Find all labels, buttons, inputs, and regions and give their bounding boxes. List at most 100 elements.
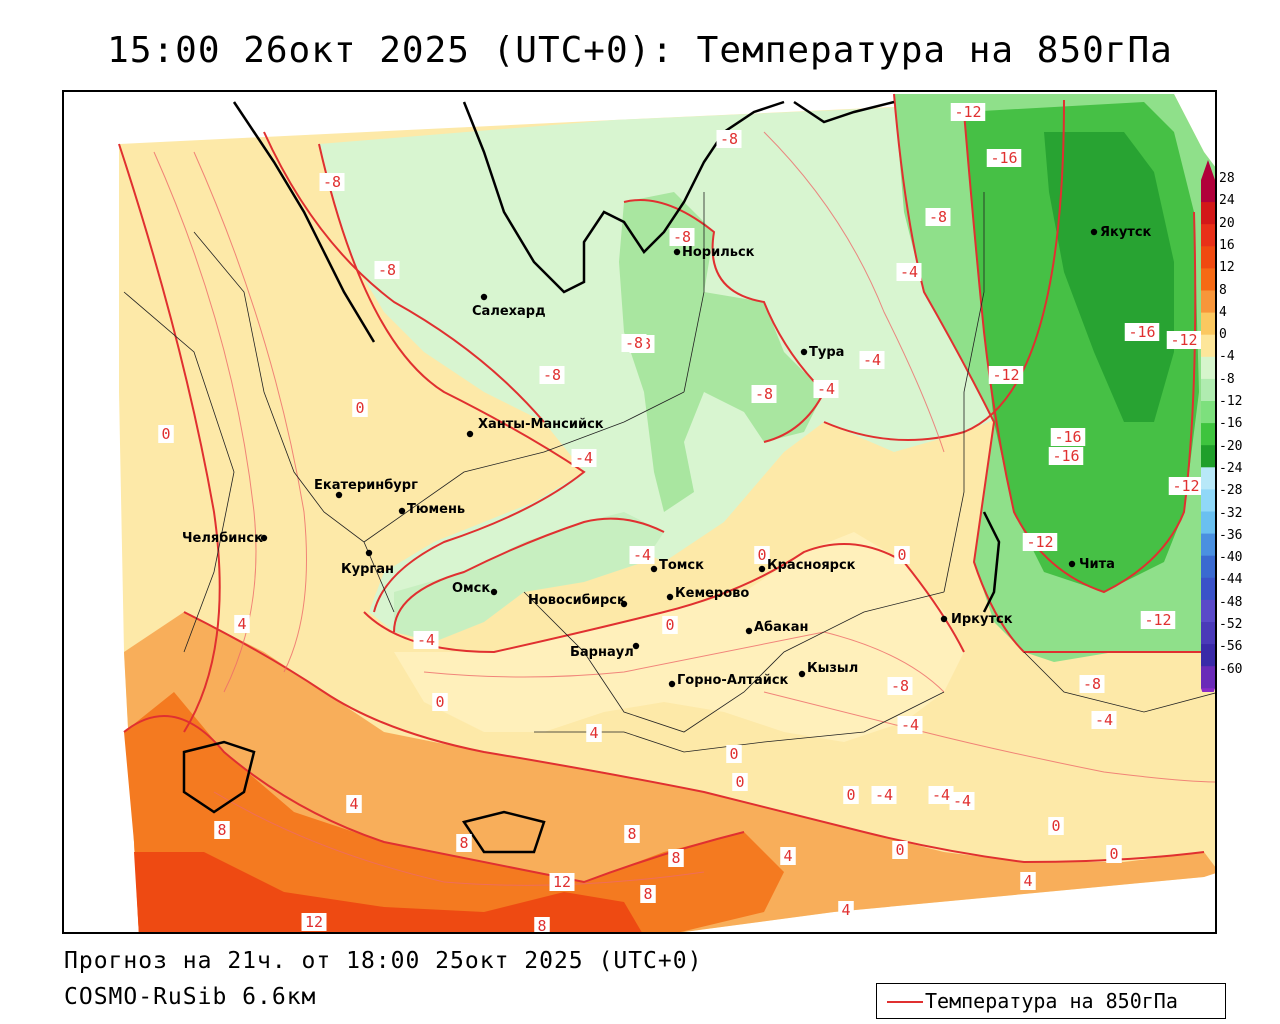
contour-label: -8 [323, 173, 341, 191]
contour-label: 4 [349, 795, 358, 813]
contour-label-bg [1168, 477, 1204, 495]
contour-label-bg [534, 917, 550, 932]
hot-region-south [124, 692, 784, 932]
city-dot [632, 642, 640, 650]
contour-label: -8 [543, 366, 561, 384]
contour-label-bg [1048, 447, 1084, 465]
colorbar-tick-label: -24 [1219, 460, 1243, 476]
colorbar-tick-label: -12 [1219, 394, 1243, 409]
contour-label-bg [624, 825, 640, 843]
contour-label-bg [1048, 817, 1064, 835]
colorbar-swatch [1201, 511, 1215, 535]
colorbar-swatch [1201, 622, 1215, 645]
contour-label: -8 [720, 130, 738, 148]
contour-label-bg [988, 366, 1024, 384]
contour-label: -8 [673, 228, 691, 246]
colorbar-swatch [1201, 378, 1215, 402]
contour-label: -4 [417, 631, 435, 649]
city-label: Екатеринбург [314, 478, 418, 493]
colorbar-tick-label: -32 [1219, 505, 1243, 521]
contour-label-bg [716, 130, 742, 148]
contour-label: -4 [900, 263, 918, 281]
colorbar-tick-label: -20 [1219, 438, 1243, 454]
contour-label: -4 [863, 351, 881, 369]
colorbar-tick-label: 4 [1219, 304, 1227, 320]
contour-label-bg [669, 228, 695, 246]
contour-label-bg [662, 616, 678, 634]
contour-label-bg [549, 873, 575, 891]
contour-label-bg [871, 786, 897, 804]
contour-label: 8 [627, 825, 636, 843]
contour-label-bg [813, 380, 839, 398]
contour-label: -4 [901, 716, 919, 734]
contour-label: 0 [895, 841, 904, 859]
contour-label-bg [859, 351, 885, 369]
city-dot [480, 293, 488, 301]
city-dot [666, 593, 674, 601]
city-label: Якутск [1100, 225, 1152, 240]
city-dot [398, 507, 406, 515]
contour-label: 4 [841, 901, 850, 919]
colorbar-bottom-arrow [1201, 688, 1215, 709]
colorbar-swatch [1201, 202, 1215, 225]
city-label: Тюмень [407, 502, 465, 517]
contour-label: -4 [932, 786, 950, 804]
temperature-colorbar [1200, 158, 1280, 709]
colorbar-swatch [1201, 290, 1215, 314]
contour-label-bg [1020, 872, 1036, 890]
city-dot [673, 248, 681, 256]
colorbar-swatch [1201, 334, 1215, 358]
city-label: Барнаул [570, 645, 634, 660]
colorbar-tick-label: 20 [1219, 215, 1235, 231]
hotter-region-south [134, 852, 642, 932]
contour-label-bg [346, 795, 362, 813]
contour-label-bg [1106, 845, 1122, 863]
contour-label-bg [456, 834, 472, 852]
contour-label-bg [986, 149, 1022, 167]
cold-patch-ob [394, 512, 664, 642]
colorbar-swatch [1201, 268, 1215, 291]
map-title: 15:00 26окт 2025 (UTC+0): Температура на… [107, 30, 1173, 71]
contour-label-bg [629, 546, 655, 564]
city-label: Тура [809, 345, 844, 360]
forecast-info: Прогноз на 21ч. от 18:00 25окт 2025 (UTC… [64, 948, 703, 974]
colorbar-tick-label: -4 [1219, 349, 1235, 365]
contour-label: 4 [783, 847, 792, 865]
model-info: COSMO-RuSib 6.6км [64, 984, 317, 1010]
colorbar-swatch [1201, 356, 1215, 380]
colorbar-swatch [1201, 401, 1215, 424]
colorbar-swatch [1201, 644, 1215, 667]
contour-label: -16 [1054, 428, 1081, 446]
contour-label-bg [894, 546, 910, 564]
legend-line-swatch [887, 1001, 923, 1003]
city-label: Красноярск [767, 558, 856, 573]
colorbar-tick-label: -40 [1219, 550, 1243, 566]
contour-label-bg [950, 103, 986, 121]
colorbar-tick-label: -56 [1219, 639, 1243, 655]
contour-label: 12 [305, 913, 323, 931]
colorbar-swatch [1201, 489, 1215, 512]
contour-label-bg [586, 724, 602, 742]
cold-region-medium [619, 192, 824, 512]
contour-label-bg [1124, 323, 1160, 341]
city-label: Ханты-Мансийск [478, 417, 604, 432]
contour-label-bg [432, 693, 448, 711]
contour-label-bg [1091, 711, 1117, 729]
city-dot [620, 600, 628, 608]
contour-label: -16 [1128, 323, 1155, 341]
colorbar-tick-label: -60 [1219, 661, 1243, 677]
city-dot [668, 680, 676, 688]
contour-label-bg [726, 745, 742, 763]
contour-label: 8 [671, 849, 680, 867]
city-dot [466, 430, 474, 438]
city-label: Норильск [682, 245, 755, 260]
colorbar-swatch [1201, 555, 1215, 579]
thin-isotherm-lines [153, 131, 1215, 886]
city-dot [1090, 228, 1098, 236]
contour-label: 0 [1051, 817, 1060, 835]
city-dot [1068, 560, 1076, 568]
city-label: Иркутск [951, 612, 1013, 627]
legend-label: Температура на 850гПа [925, 989, 1178, 1013]
contour-label: 0 [355, 399, 364, 417]
contour-label: -4 [817, 380, 835, 398]
